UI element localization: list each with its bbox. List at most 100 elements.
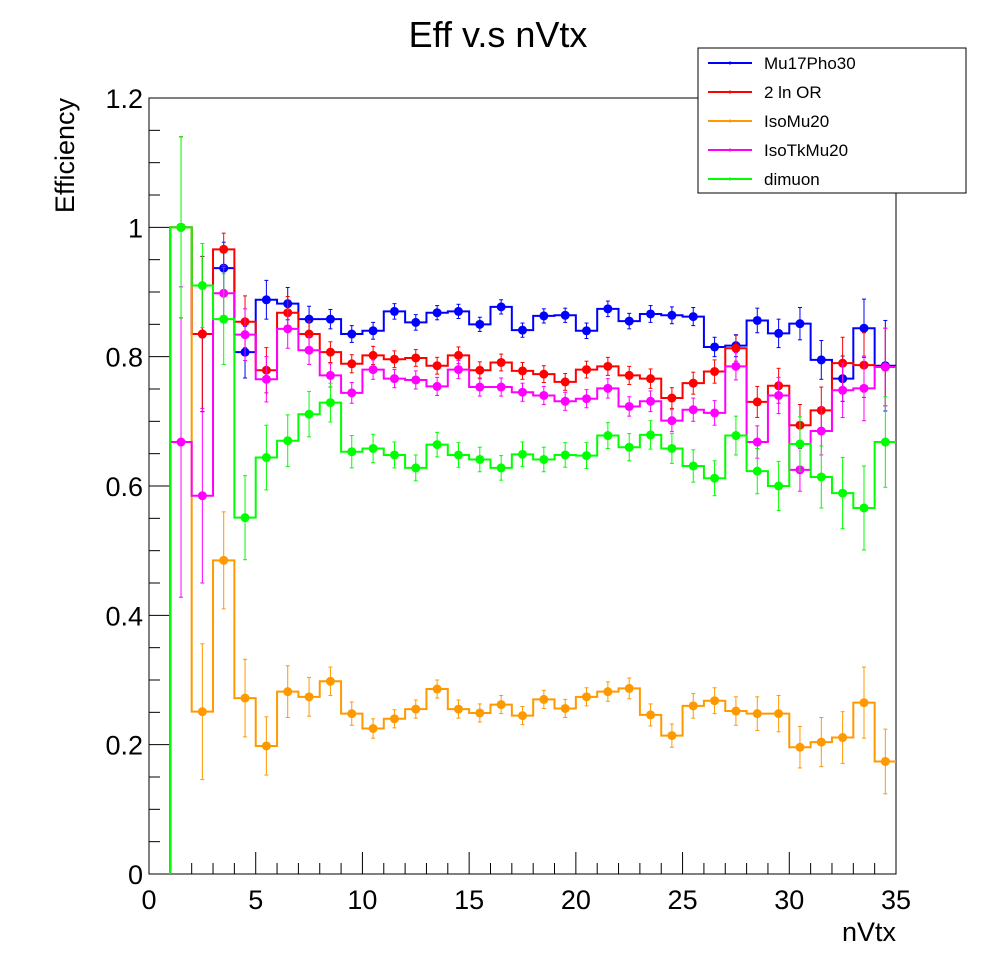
data-point xyxy=(325,676,335,686)
legend-item-isotkmu20: IsoTkMu20 xyxy=(708,141,848,160)
data-point xyxy=(496,302,506,312)
series-dimuon xyxy=(169,136,896,874)
data-point xyxy=(710,408,720,418)
y-tick-label: 1.2 xyxy=(105,84,143,114)
data-point xyxy=(624,401,634,411)
data-point xyxy=(261,295,271,305)
data-point xyxy=(688,378,698,388)
data-point xyxy=(667,310,677,320)
data-point xyxy=(816,737,826,747)
data-point xyxy=(560,377,570,387)
data-point xyxy=(774,481,784,491)
data-point xyxy=(389,714,399,724)
data-point xyxy=(646,374,656,384)
data-point xyxy=(283,436,293,446)
legend-item-2-ln-or: 2 ln OR xyxy=(708,83,822,102)
data-point xyxy=(475,708,485,718)
data-point xyxy=(389,450,399,460)
chart-title: Eff v.s nVtx xyxy=(409,14,588,55)
data-point xyxy=(496,463,506,473)
data-point xyxy=(197,329,207,339)
data-point xyxy=(859,383,869,393)
data-point xyxy=(197,281,207,291)
data-point xyxy=(582,451,592,461)
legend-item-mu17pho30: Mu17Pho30 xyxy=(708,54,856,73)
data-point xyxy=(219,555,229,565)
data-point xyxy=(560,450,570,460)
data-point xyxy=(304,329,314,339)
series-2-ln-or xyxy=(169,136,896,874)
data-point xyxy=(304,692,314,702)
data-point xyxy=(518,711,527,721)
data-point xyxy=(880,756,890,766)
data-point xyxy=(347,709,357,719)
legend-label: Mu17Pho30 xyxy=(764,54,856,73)
data-point xyxy=(603,383,613,393)
data-point xyxy=(347,388,357,398)
data-point xyxy=(688,312,698,322)
x-tick-label: 0 xyxy=(141,885,156,915)
data-point xyxy=(197,491,207,501)
data-point xyxy=(368,365,378,375)
data-point xyxy=(261,374,271,384)
data-point xyxy=(667,416,677,426)
axes: 0 5 10 15 20 25 30 35 0 0.2 0.4 0.6 0.8 1 1.2 xyxy=(105,84,911,915)
data-point xyxy=(752,437,762,447)
legend-label: IsoTkMu20 xyxy=(764,141,848,160)
data-point xyxy=(304,314,314,324)
data-point xyxy=(432,684,442,694)
data-point xyxy=(688,701,698,711)
data-point xyxy=(432,361,442,371)
data-point xyxy=(624,683,634,693)
data-point xyxy=(453,365,463,375)
legend-label: 2 ln OR xyxy=(764,83,822,102)
data-point xyxy=(325,398,335,408)
data-point xyxy=(795,319,805,329)
data-point xyxy=(539,390,549,400)
data-point xyxy=(603,361,613,371)
data-point xyxy=(838,385,848,395)
data-point xyxy=(539,454,549,464)
data-point xyxy=(368,443,378,453)
x-tick-label: 10 xyxy=(347,885,377,915)
data-point xyxy=(731,431,741,441)
data-point xyxy=(475,319,485,329)
data-point xyxy=(646,309,656,319)
data-point xyxy=(261,453,271,463)
data-point xyxy=(240,693,250,703)
y-tick-label: 0.4 xyxy=(105,601,143,631)
data-point xyxy=(304,409,314,419)
data-point xyxy=(710,367,720,377)
data-point xyxy=(816,472,826,482)
data-point xyxy=(774,328,784,338)
legend-marker xyxy=(728,61,732,65)
data-point xyxy=(539,694,549,704)
y-tick-label: 1 xyxy=(128,213,143,243)
data-point xyxy=(347,359,357,369)
data-point xyxy=(710,696,720,706)
x-tick-label: 30 xyxy=(774,885,804,915)
data-point xyxy=(646,710,656,720)
x-tick-label: 35 xyxy=(881,885,911,915)
data-point xyxy=(582,394,592,404)
data-point xyxy=(496,357,506,367)
data-point xyxy=(795,439,805,449)
data-point xyxy=(816,355,826,365)
legend-marker xyxy=(728,119,732,123)
data-point xyxy=(368,326,378,336)
data-point xyxy=(667,731,677,741)
data-point xyxy=(731,706,741,716)
data-point xyxy=(518,325,527,335)
data-point xyxy=(283,687,293,697)
data-point xyxy=(432,440,442,450)
series-layer xyxy=(169,136,896,874)
data-point xyxy=(176,222,186,232)
data-point xyxy=(560,703,570,713)
data-point xyxy=(453,450,463,460)
data-point xyxy=(603,431,613,441)
data-point xyxy=(496,382,506,392)
data-point xyxy=(667,393,677,403)
data-point xyxy=(688,461,698,471)
data-point xyxy=(731,343,741,353)
